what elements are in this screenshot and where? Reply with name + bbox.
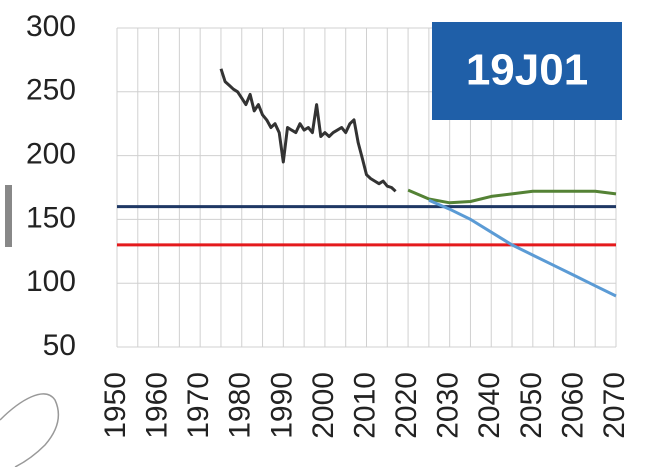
x-tick-label: 2020 [390,372,423,439]
x-tick-label: 1980 [224,372,257,439]
x-tick-label: 2040 [473,372,506,439]
series-line [407,188,617,205]
x-tick-label: 1990 [265,372,298,439]
y-tick-label: 250 [26,74,76,107]
x-tick-label: 2070 [598,372,631,439]
side-marker [5,185,12,247]
x-tick-label: 2030 [432,372,465,439]
y-tick-label: 200 [26,138,76,171]
series-line [428,198,617,298]
y-tick-label: 100 [26,265,76,298]
label-box [432,22,622,120]
x-tick-label: 1970 [182,372,215,439]
x-tick-label: 2010 [348,372,381,439]
x-tick-label: 1950 [99,372,132,439]
x-tick-label: 2050 [515,372,548,439]
x-tick-label: 2060 [556,372,589,439]
y-tick-label: 150 [26,201,76,234]
series-line [219,68,397,193]
y-tick-label: 300 [26,10,76,43]
chart-label: 19J01 [466,46,588,95]
x-tick-label: 1960 [141,372,174,439]
x-tick-label: 2000 [307,372,340,439]
y-tick-label: 50 [43,329,76,362]
map-outline [0,393,60,467]
